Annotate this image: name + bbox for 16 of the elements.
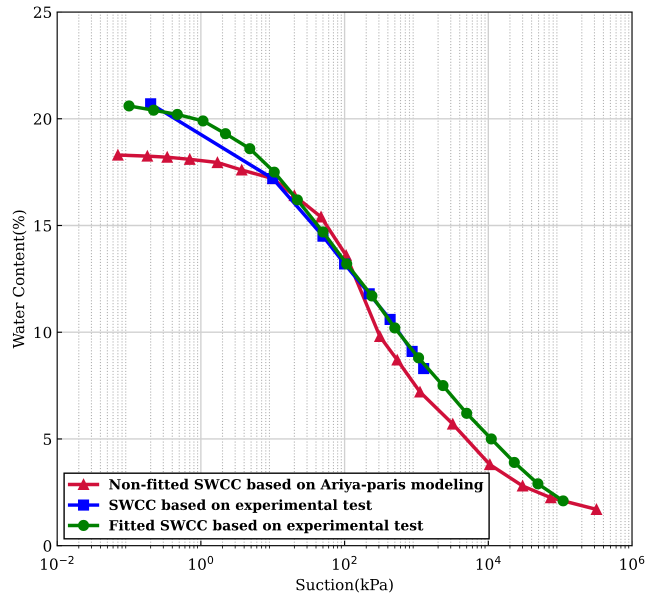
y-axis-title: Water Content(%) xyxy=(12,210,27,348)
x-axis-title: Suction(kPa) xyxy=(296,578,393,593)
x-tick-label: 10$^{−2}$ xyxy=(41,556,74,570)
legend-label: Fitted SWCC based on experimental test xyxy=(109,520,424,534)
x-tick-label: 10$^{0}$ xyxy=(189,556,214,570)
x-tick-label: 10$^{6}$ xyxy=(620,556,644,570)
y-tick-label: 25 xyxy=(34,6,52,18)
y-tick-label: 5 xyxy=(44,434,52,445)
x-tick-label: 10$^{2}$ xyxy=(333,556,356,570)
y-tick-label: 0 xyxy=(44,540,52,552)
legend-label: Non-fitted SWCC based on Ariya-paris modeling xyxy=(109,478,484,492)
legend-label: SWCC based on experimental test xyxy=(109,499,372,513)
y-tick-label: 15 xyxy=(34,220,52,232)
y-tick-label: 10 xyxy=(34,326,52,338)
y-tick-label: 20 xyxy=(34,113,52,125)
x-tick-label: 10$^{4}$ xyxy=(476,556,501,570)
